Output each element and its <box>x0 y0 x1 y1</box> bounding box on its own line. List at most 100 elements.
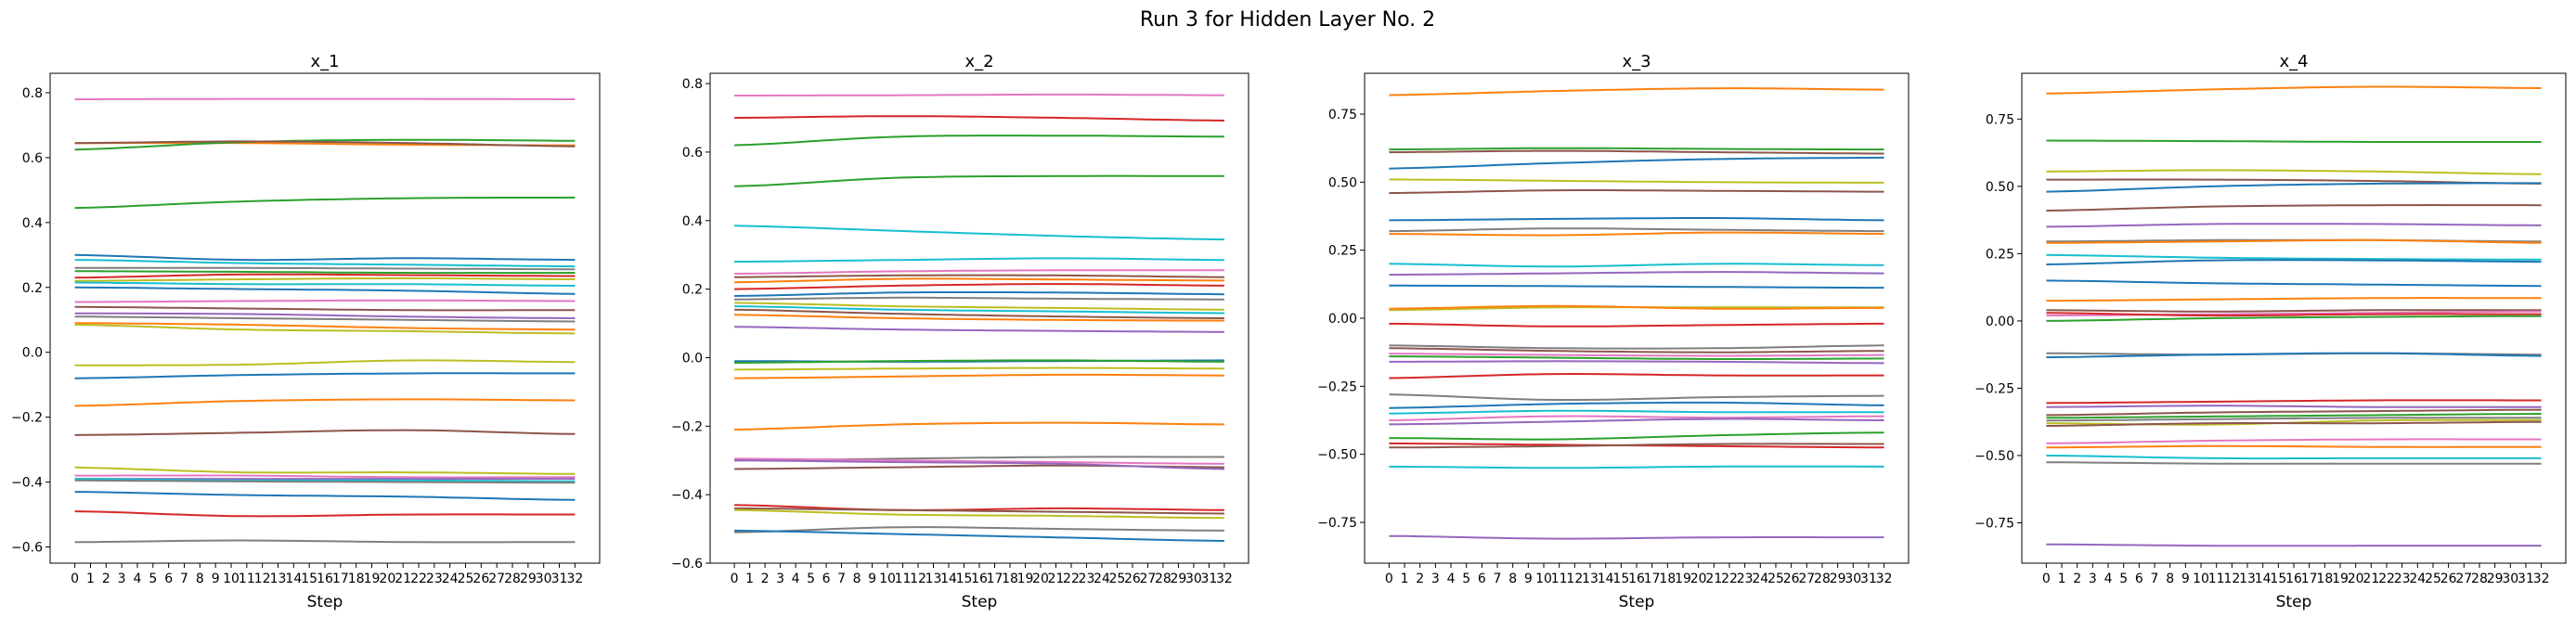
series-line-x_4-15 <box>2046 312 2542 317</box>
x-tick-label-x_2-12: 12 <box>910 572 926 586</box>
x-tick-label-x_1-8: 8 <box>196 572 204 586</box>
x-tick-label-x_2-1: 1 <box>745 572 754 586</box>
series-line-x_2-2 <box>734 135 1224 147</box>
y-tick-label-x_1-7: 0.8 <box>22 86 43 101</box>
series-line-x_1-23 <box>74 466 576 475</box>
x-tick-label-x_4-7: 7 <box>2151 572 2159 586</box>
x-tick-label-x_3-24: 24 <box>1752 572 1768 586</box>
series-line-x_3-10 <box>1389 271 1884 276</box>
x-tick-label-x_4-10: 10 <box>2193 572 2209 586</box>
y-tick-label-x_3-1: −0.50 <box>1317 448 1357 463</box>
series-line-x_4-26 <box>2046 438 2542 444</box>
series-line-x_1-15 <box>74 312 576 319</box>
y-tick-label-x_4-2: −0.25 <box>1974 381 2014 396</box>
x-tick-label-x_3-14: 14 <box>1598 572 1614 586</box>
series-line-x_2-11 <box>734 296 1224 301</box>
series-line-x_3-5 <box>1389 189 1884 195</box>
series-line-x_1-11 <box>74 281 576 287</box>
x-tick-label-x_4-14: 14 <box>2255 572 2272 586</box>
series-line-x_2-5 <box>734 257 1224 264</box>
series-line-x_1-3 <box>74 140 576 148</box>
plot-frame-x_3 <box>1364 72 1909 564</box>
x-tick-label-x_3-28: 28 <box>1814 572 1831 586</box>
series-line-x_3-28 <box>1389 443 1884 449</box>
x-tick-label-x_3-3: 3 <box>1431 572 1440 586</box>
series-line-x_3-2 <box>1389 149 1884 155</box>
series-line-x_2-20 <box>734 373 1224 379</box>
x-tick-label-x_2-29: 29 <box>1171 572 1187 586</box>
subplot-x_4: x_4 −0.75−0.50−0.250.000.250.500.750 1 2 3 4… <box>1974 52 2567 611</box>
x-tick-label-x_1-11: 11 <box>239 572 255 586</box>
series-line-x_3-29 <box>1389 465 1884 469</box>
x-tick-label-x_3-6: 6 <box>1478 572 1486 586</box>
series-line-x_4-12 <box>2046 297 2542 302</box>
x-tick-label-x_1-15: 15 <box>301 572 317 586</box>
x-tick-label-x_2-24: 24 <box>1094 572 1110 586</box>
y-tick-label-x_4-0: −0.75 <box>1974 516 2014 531</box>
series-line-x_4-2 <box>2046 169 2542 175</box>
x-tick-label-x_2-15: 15 <box>956 572 973 586</box>
x-tick-label-x_2-11: 11 <box>895 572 912 586</box>
x-tick-label-x_1-32: 32 <box>566 572 583 586</box>
subplot-x_3: x_3 −0.75−0.50−0.250.000.250.500.750 1 2 3 4… <box>1317 52 1909 611</box>
x-tick-label-x_3-21: 21 <box>1705 572 1722 586</box>
series-line-x_2-14 <box>734 308 1224 319</box>
series-line-x_3-14 <box>1389 322 1884 328</box>
x-tick-label-x_1-23: 23 <box>426 572 443 586</box>
figure-title: Run 3 for Hidden Layer No. 2 <box>1140 8 1435 32</box>
x-tick-label-x_4-32: 32 <box>2533 572 2550 586</box>
series-line-x_4-23 <box>2046 417 2542 422</box>
x-tick-label-x_1-22: 22 <box>410 572 427 586</box>
series-line-x_1-8 <box>74 270 576 275</box>
subplot-title-x_1: x_1 <box>310 52 339 71</box>
x-tick-label-x_2-26: 26 <box>1124 572 1141 586</box>
subplot-title-x_4: x_4 <box>2279 52 2308 71</box>
y-tick-label-x_2-6: 0.6 <box>682 146 703 161</box>
series-line-x_3-23 <box>1389 409 1884 415</box>
series-line-x_2-10 <box>734 291 1224 297</box>
series-line-x_4-0 <box>2046 85 2542 95</box>
series-line-x_1-28 <box>74 491 576 501</box>
series-line-x_2-26 <box>734 504 1224 511</box>
series-line-x_4-10 <box>2046 259 2542 265</box>
y-tick-label-x_2-1: −0.4 <box>671 488 703 503</box>
x-tick-label-x_3-4: 4 <box>1447 572 1456 586</box>
plot-frame-x_4 <box>2021 72 2567 564</box>
series-line-x_3-3 <box>1389 156 1884 170</box>
series-line-x_4-30 <box>2046 543 2542 547</box>
series-line-x_2-23 <box>734 457 1224 465</box>
x-tick-label-x_1-3: 3 <box>118 572 126 586</box>
series-line-x_2-4 <box>734 225 1224 241</box>
x-tick-label-x_4-3: 3 <box>2089 572 2097 586</box>
series-line-x_3-6 <box>1389 217 1884 222</box>
series-line-x_4-1 <box>2046 139 2542 143</box>
x-tick-label-x_4-11: 11 <box>2208 572 2225 586</box>
x-tick-label-x_3-0: 0 <box>1385 572 1393 586</box>
series-line-x_2-1 <box>734 115 1224 122</box>
series-line-x_3-30 <box>1389 534 1884 540</box>
x-tick-label-x_1-27: 27 <box>488 572 505 586</box>
y-tick-label-x_2-4: 0.2 <box>682 283 703 298</box>
series-line-x_2-25 <box>734 459 1224 470</box>
series-line-x_1-18 <box>74 324 576 335</box>
series-line-x_4-18 <box>2046 352 2542 359</box>
series-line-x_3-0 <box>1389 87 1884 96</box>
series-line-x_3-24 <box>1389 415 1884 421</box>
series-line-x_3-4 <box>1389 178 1884 184</box>
x-tick-label-x_1-21: 21 <box>395 572 411 586</box>
x-tick-label-x_3-9: 9 <box>1524 572 1533 586</box>
x-tick-label-x_4-12: 12 <box>2223 572 2240 586</box>
x-tick-label-x_3-1: 1 <box>1401 572 1409 586</box>
x-tick-label-x_4-29: 29 <box>2487 572 2504 586</box>
x-tick-label-x_3-18: 18 <box>1659 572 1676 586</box>
x-tick-label-x_2-7: 7 <box>837 572 846 586</box>
x-tick-label-x_4-6: 6 <box>2135 572 2143 586</box>
y-tick-label-x_1-1: −0.4 <box>11 476 43 491</box>
series-line-x_1-30 <box>74 539 576 544</box>
y-tick-label-x_3-4: 0.25 <box>1328 244 1357 259</box>
x-tick-label-x_3-31: 31 <box>1860 572 1877 586</box>
y-tick-label-x_4-4: 0.25 <box>1986 247 2014 262</box>
x-tick-label-x_1-25: 25 <box>458 572 474 586</box>
x-tick-label-x_2-6: 6 <box>822 572 831 586</box>
